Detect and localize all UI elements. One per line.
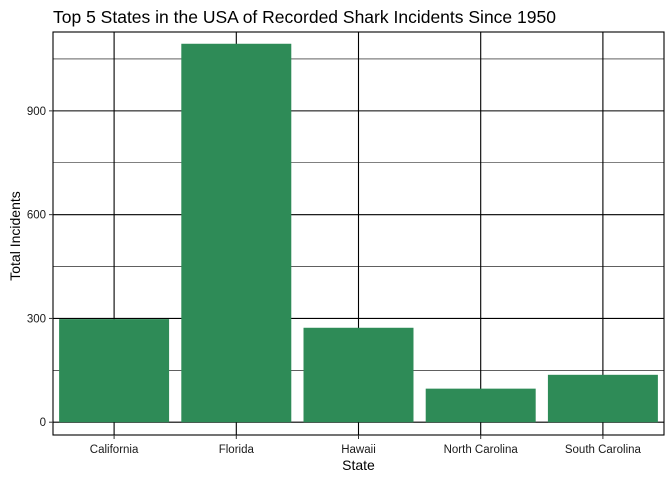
y-tick-label: 600 [27,210,46,222]
chart-title: Top 5 States in the USA of Recorded Shar… [53,7,556,27]
y-axis-title: Total Incidents [7,191,23,281]
bar-florida [181,43,292,423]
x-tick-label: South Carolina [565,444,642,456]
x-tick-label: North Carolina [444,444,519,456]
bar-hawaii [303,327,414,423]
y-tick-label: 900 [27,106,46,118]
axes-group: 0 300 600 900 California Florida Hawaii North C… [27,31,665,456]
x-tick-label: California [90,444,139,456]
y-tick-label: 300 [27,313,46,325]
bar-north-carolina [425,388,536,423]
x-axis-title: State [342,457,375,473]
bar-california [59,319,170,423]
bars-group [59,43,658,423]
x-tick-label: Hawaii [341,444,376,456]
x-tick-label: Florida [219,444,255,456]
y-tick-label: 0 [40,417,46,429]
bar-south-carolina [547,374,658,423]
